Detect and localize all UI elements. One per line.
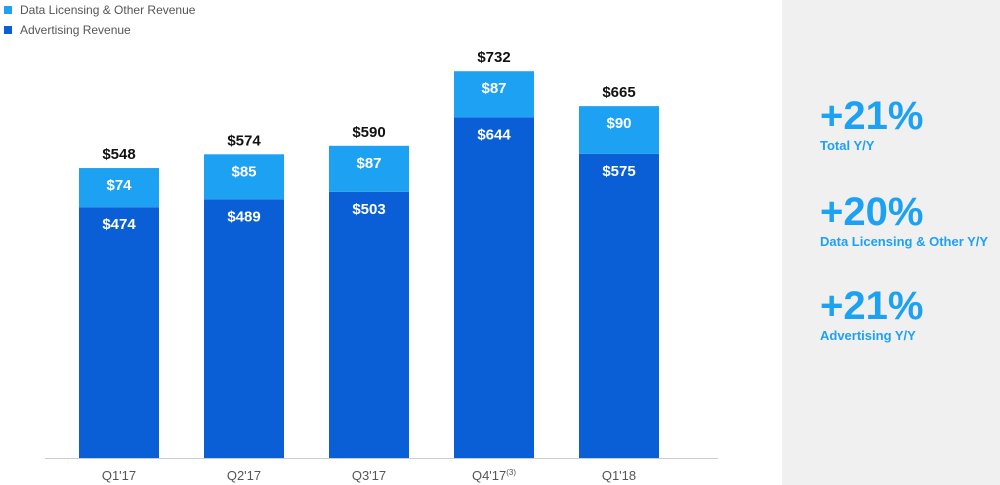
legend-label-data-licensing: Data Licensing & Other Revenue [20,3,196,17]
bar-label-advertising: $474 [102,216,136,233]
bar-advertising [454,117,534,458]
stat-data-licensing: +20% Data Licensing & Other Y/Y [820,192,988,249]
bar-data-licensing [79,168,159,208]
x-tick-label: Q1'18 [602,468,636,483]
bar-advertising [79,207,159,458]
bar-label-advertising: $644 [477,126,511,143]
x-tick-label: Q3'17 [352,468,386,483]
legend-item-advertising: Advertising Revenue [4,20,195,40]
bar-advertising [579,153,659,458]
x-tick-footnote: (3) [506,468,516,477]
legend-swatch-advertising [4,26,12,34]
legend: Data Licensing & Other Revenue Advertisi… [4,0,195,40]
bar-total-label: $732 [477,49,510,66]
bar-total-label: $574 [227,132,261,149]
chart-area: $474 $74 $548 Q1'17 $489 $85 $574 Q2'17 $503 $87 $… [4,0,718,483]
bar-advertising [204,199,284,458]
bar-advertising [329,191,409,458]
x-tick-label: Q1'17 [102,468,136,483]
stat-data-licensing-label: Data Licensing & Other Y/Y [820,234,989,249]
legend-label-advertising: Advertising Revenue [20,23,131,37]
legend-swatch-data-licensing [4,6,12,14]
stat-advertising: +21% Advertising Y/Y [820,286,923,343]
stat-data-licensing-value: +20% [820,190,924,234]
bar-label-advertising: $575 [602,163,635,180]
bar-label-data-licensing: $87 [356,155,381,172]
bar-total-label: $548 [102,146,135,163]
stat-total: +21% Total Y/Y [820,96,923,153]
bar-label-advertising: $503 [352,201,385,218]
legend-item-data-licensing: Data Licensing & Other Revenue [4,0,195,20]
stat-total-label: Total Y/Y [820,138,875,153]
bar-data-licensing [329,145,409,192]
bar-label-advertising: $489 [227,208,260,225]
side-panel: +21% Total Y/Y +20% Data Licensing & Oth… [782,0,1000,485]
bar-label-data-licensing: $74 [106,177,132,194]
bar-label-data-licensing: $85 [231,163,256,180]
bar-data-licensing [204,154,284,200]
bar-label-data-licensing: $90 [606,115,631,132]
x-tick-label: Q2'17 [227,468,261,483]
revenue-bar-chart: $474 $74 $548 Q1'17 $489 $85 $574 Q2'17 $503 $87 $… [45,49,718,483]
bar-data-licensing [579,106,659,154]
bar-data-licensing [454,71,534,118]
stat-total-value: +21% [820,94,924,138]
bar-total-label: $590 [352,124,385,141]
bar-label-data-licensing: $87 [481,80,506,97]
stat-advertising-value: +21% [820,284,924,328]
x-tick-label: Q4'17(3) [472,468,516,483]
stat-advertising-label: Advertising Y/Y [820,328,916,343]
bar-total-label: $665 [602,84,635,101]
